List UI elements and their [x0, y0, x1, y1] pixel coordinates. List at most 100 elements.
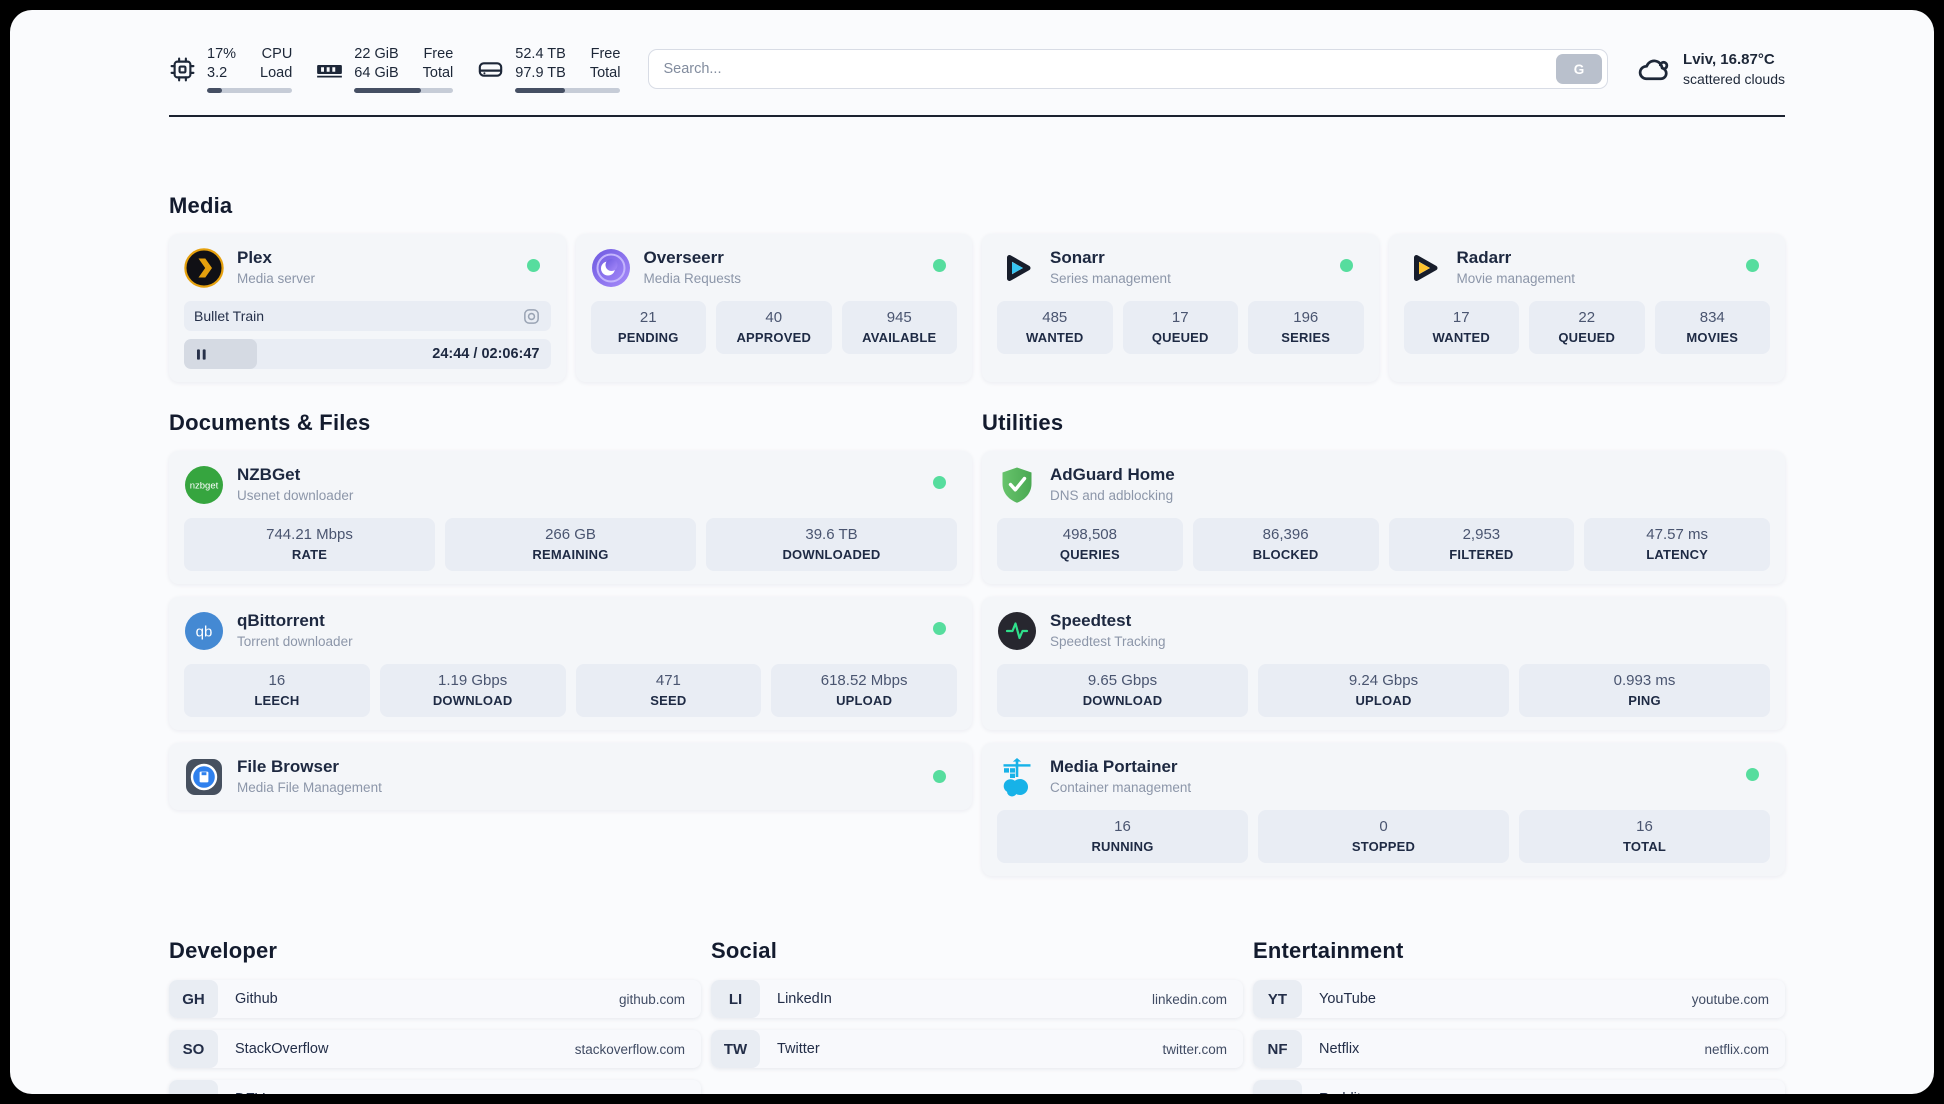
stat-label: PENDING [617, 330, 679, 345]
stat-value: 744.21 Mbps [266, 526, 353, 543]
stat-label: RUNNING [1091, 839, 1154, 854]
ram-total-label: Total [422, 65, 454, 81]
playback-progress-bar[interactable]: 24:44 / 02:06:47 [184, 339, 551, 369]
stat-value: 86,396 [1262, 526, 1309, 543]
app-description: Media File Management [237, 780, 382, 795]
app-name: NZBGet [237, 465, 301, 484]
app-name: Radarr [1456, 248, 1512, 267]
app-card-adguard[interactable]: AdGuard Home DNS and adblocking 498,508 … [982, 451, 1785, 584]
bookmark-name: Reddit [1302, 1080, 1361, 1094]
bookmark-linkedin[interactable]: LI LinkedIn linkedin.com [711, 980, 1243, 1018]
bookmark-twitter[interactable]: TW Twitter twitter.com [711, 1030, 1243, 1068]
stat-download: 9.65 Gbps DOWNLOAD [997, 664, 1248, 717]
stat-label: SEED [650, 693, 687, 708]
pause-icon [197, 348, 206, 360]
disk-icon [479, 61, 503, 77]
ram-widget: 22 GiB Free 64 GiB Total [316, 45, 454, 93]
app-card-radarr[interactable]: Radarr Movie management 17 WANTED 22 QUE… [1388, 234, 1785, 382]
app-card-plex[interactable]: Plex Media server Bullet Train [169, 234, 566, 382]
bookmark-stackoverflow[interactable]: SO StackOverflow stackoverflow.com [169, 1030, 701, 1068]
section-media: Media Plex Media server [169, 193, 1785, 382]
app-description: Usenet downloader [237, 488, 354, 503]
stat-available: 945 AVAILABLE [841, 301, 957, 354]
bookmark-dev[interactable]: DT DEV dev.to [169, 1080, 701, 1094]
bookmark-name: Github [235, 991, 278, 1007]
app-card-portainer[interactable]: Media Portainer Container management 16 … [982, 743, 1785, 876]
stat-stopped: 0 STOPPED [1258, 810, 1509, 863]
bookmark-name: Twitter [777, 1041, 820, 1057]
stat-queued: 17 QUEUED [1122, 301, 1238, 354]
cpu-load-label: Load [260, 65, 293, 81]
cpu-icon [170, 57, 195, 81]
bookmark-netflix[interactable]: NF Netflix netflix.com [1253, 1030, 1785, 1068]
app-card-speedtest[interactable]: Speedtest Speedtest Tracking 9.65 Gbps D… [982, 597, 1785, 730]
stat-wanted: 17 WANTED [1403, 301, 1519, 354]
stat-remaining: 266 GB REMAINING [445, 518, 696, 571]
weather-widget: Lviv, 16.87°C scattered clouds [1636, 50, 1785, 89]
stat-label: QUERIES [1059, 547, 1120, 562]
status-dot [933, 476, 946, 489]
bookmark-reddit[interactable]: RE Reddit reddit.com [1253, 1080, 1785, 1094]
documents-section-title: Documents & Files [169, 410, 371, 435]
status-dot [1746, 768, 1759, 781]
stat-label: PING [1628, 693, 1661, 708]
stat-value: 16 [268, 672, 286, 689]
stat-value: 834 [1699, 309, 1725, 326]
system-stats: 17% CPU 3.2 Load 22 GiB Free 64 GiB [169, 45, 621, 93]
bookmark-abbr: RE [1253, 1080, 1302, 1094]
stat-value: 47.57 ms [1646, 526, 1708, 543]
stat-label: FILTERED [1449, 547, 1514, 562]
app-description: Torrent downloader [237, 634, 353, 649]
bookmark-url: twitter.com [1162, 1041, 1227, 1057]
stat-value: 618.52 Mbps [820, 672, 908, 689]
app-card-nzbget[interactable]: nzbget NZBGet Usenet downloader 744.21 M… [169, 451, 972, 584]
stat-label: DOWNLOAD [1082, 693, 1163, 708]
qbittorrent-icon: qb [185, 611, 223, 650]
stat-label: WANTED [1432, 330, 1491, 345]
ram-free-value: 22 GiB [354, 46, 399, 62]
nzbget-icon: nzbget [185, 465, 223, 504]
stat-running: 16 RUNNING [997, 810, 1248, 863]
bookmark-youtube[interactable]: YT YouTube youtube.com [1253, 980, 1785, 1018]
status-dot [526, 259, 540, 272]
bookmark-url: github.com [618, 991, 685, 1007]
playback-time: 24:44 / 02:06:47 [432, 346, 540, 362]
media-section-title: Media [169, 193, 233, 218]
weather-location: Lviv, 16.87°C [1683, 50, 1775, 68]
stat-series: 196 SERIES [1248, 301, 1364, 354]
top-bar: 17% CPU 3.2 Load 22 GiB Free 64 GiB [169, 40, 1785, 98]
app-description: Media server [237, 271, 316, 286]
cpu-usage-value: 17% [207, 46, 237, 62]
svg-text:nzbget: nzbget [190, 480, 219, 491]
app-card-filebrowser[interactable]: File Browser Media File Management [169, 743, 972, 810]
cpu-usage-label: CPU [261, 46, 293, 62]
now-playing-title: Bullet Train [194, 308, 265, 324]
utilities-section-title: Utilities [982, 410, 1064, 435]
now-playing-row[interactable]: Bullet Train [184, 301, 551, 331]
app-card-qbittorrent[interactable]: qb qBittorrent Torrent downloader 16 [169, 597, 972, 730]
bookmark-url: dev.to [649, 1080, 701, 1095]
stat-value: 0.993 ms [1613, 672, 1676, 689]
stat-value: 16 [1636, 818, 1653, 835]
stat-label: TOTAL [1622, 839, 1667, 854]
disk-total-value: 97.9 TB [515, 65, 566, 81]
stat-value: 9.24 Gbps [1348, 672, 1419, 689]
app-card-sonarr[interactable]: Sonarr Series management 485 WANTED 17 Q… [982, 234, 1379, 382]
status-dot [933, 259, 946, 272]
bookmark-url: stackoverflow.com [574, 1041, 685, 1057]
bookmark-name: LinkedIn [777, 991, 832, 1007]
stat-pending: 21 PENDING [590, 301, 706, 354]
stat-label: QUEUED [1151, 330, 1209, 345]
bookmark-name: Netflix [1319, 1041, 1360, 1057]
search-engine-button[interactable]: G [1556, 54, 1603, 84]
app-name: Media Portainer [1050, 757, 1178, 776]
stat-leech: 16 LEECH [184, 664, 370, 717]
developer-section-title: Developer [169, 938, 278, 963]
app-description: Container management [1050, 780, 1192, 795]
app-description: Series management [1050, 271, 1171, 286]
bookmark-abbr: GH [169, 980, 218, 1018]
bookmark-github[interactable]: GH Github github.com [169, 980, 701, 1018]
app-card-overseerr[interactable]: Overseerr Media Requests 21 PENDING 40 A… [575, 234, 972, 382]
search-input[interactable] [649, 61, 1557, 77]
cpu-progress-bar [207, 88, 293, 93]
